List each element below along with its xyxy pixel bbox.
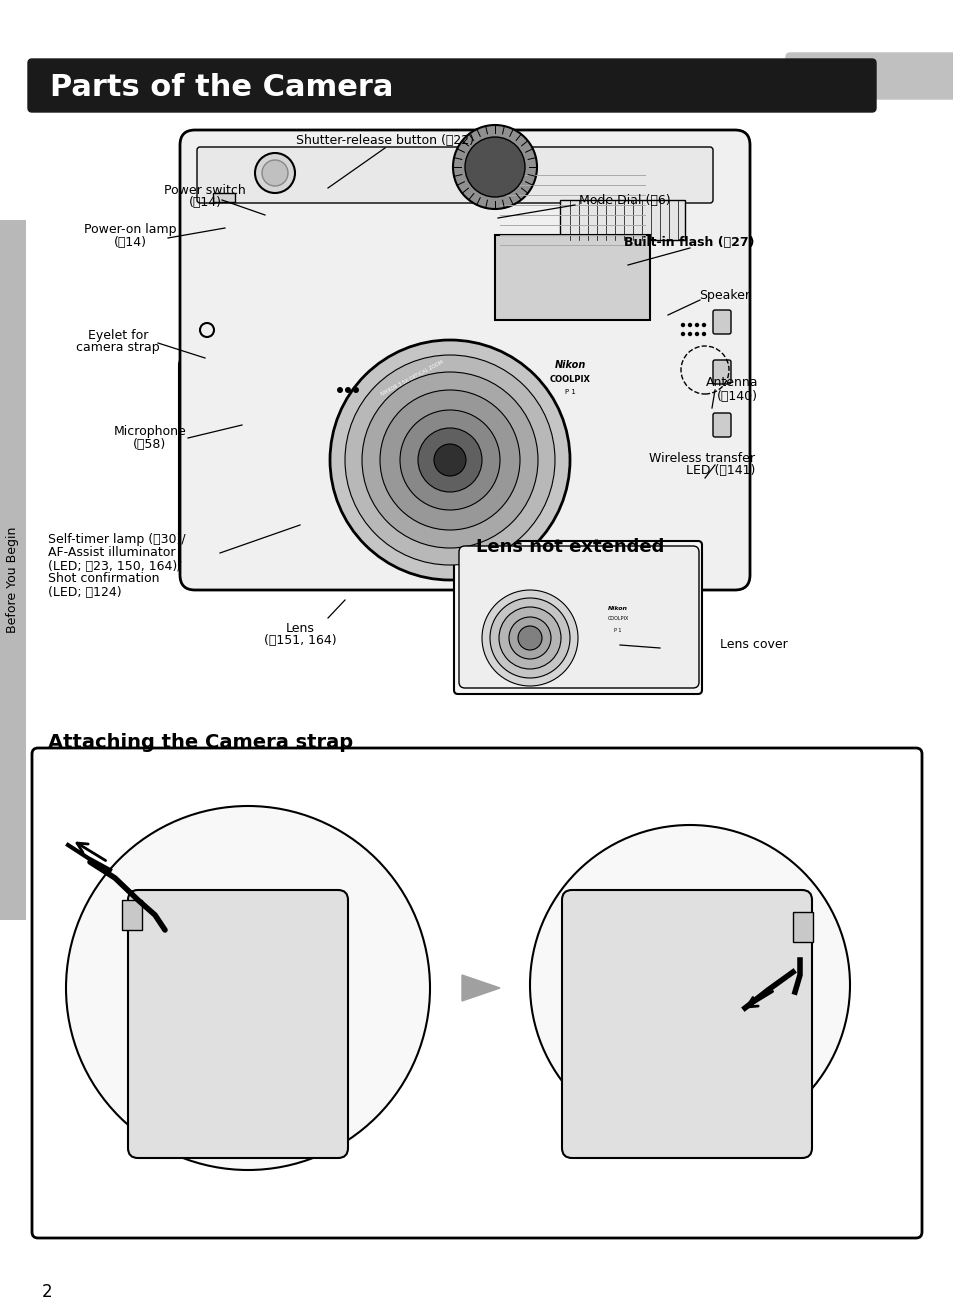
Text: P 1: P 1 — [564, 389, 575, 396]
Circle shape — [694, 332, 699, 336]
Circle shape — [361, 372, 537, 548]
Circle shape — [345, 355, 555, 565]
Text: Before You Begin: Before You Begin — [7, 527, 19, 633]
Text: Power-on lamp: Power-on lamp — [84, 223, 176, 237]
Circle shape — [490, 598, 569, 678]
FancyBboxPatch shape — [454, 541, 701, 694]
Text: (151, 164): (151, 164) — [263, 635, 336, 648]
FancyBboxPatch shape — [28, 59, 875, 112]
Circle shape — [262, 160, 288, 187]
Text: Mode Dial (6): Mode Dial (6) — [578, 193, 670, 206]
Bar — [792, 912, 812, 942]
Text: Self-timer lamp (30)/: Self-timer lamp (30)/ — [48, 533, 186, 547]
FancyBboxPatch shape — [785, 53, 953, 99]
Text: COOLPIX: COOLPIX — [607, 616, 628, 622]
Circle shape — [701, 323, 705, 327]
FancyBboxPatch shape — [32, 748, 921, 1238]
Text: (14): (14) — [113, 237, 147, 250]
Circle shape — [509, 618, 551, 660]
FancyBboxPatch shape — [196, 147, 712, 202]
Circle shape — [680, 323, 684, 327]
Circle shape — [517, 625, 541, 650]
Text: Power switch: Power switch — [164, 184, 246, 197]
Text: (140): (140) — [717, 389, 758, 402]
Text: (58): (58) — [133, 439, 167, 452]
Circle shape — [417, 428, 481, 491]
Bar — [213, 193, 234, 202]
Text: AF-Assist illuminator: AF-Assist illuminator — [48, 547, 175, 560]
Circle shape — [498, 607, 560, 669]
Circle shape — [254, 152, 294, 193]
FancyBboxPatch shape — [712, 310, 730, 334]
Text: Built-in flash (27): Built-in flash (27) — [624, 237, 754, 250]
FancyBboxPatch shape — [712, 360, 730, 384]
Text: Shutter-release button (22): Shutter-release button (22) — [295, 134, 474, 146]
Circle shape — [330, 340, 569, 579]
Text: (14): (14) — [189, 197, 221, 209]
Circle shape — [481, 590, 578, 686]
Text: Lens: Lens — [285, 622, 314, 635]
Text: P 1: P 1 — [614, 628, 621, 632]
FancyBboxPatch shape — [179, 357, 254, 573]
Text: (LED; 124): (LED; 124) — [48, 586, 121, 598]
Circle shape — [399, 410, 499, 510]
Text: LED (141): LED (141) — [685, 465, 754, 477]
Circle shape — [434, 444, 465, 476]
Circle shape — [464, 137, 524, 197]
FancyBboxPatch shape — [128, 890, 348, 1158]
FancyBboxPatch shape — [180, 130, 749, 590]
Circle shape — [694, 323, 699, 327]
Text: Lens cover: Lens cover — [720, 639, 787, 652]
Circle shape — [687, 323, 692, 327]
Text: Eyelet for: Eyelet for — [88, 328, 148, 342]
Text: COOLPIX: COOLPIX — [549, 374, 590, 384]
Text: (LED; 23, 150, 164)/: (LED; 23, 150, 164)/ — [48, 560, 181, 573]
Bar — [559, 200, 684, 240]
FancyBboxPatch shape — [458, 547, 699, 689]
Circle shape — [345, 388, 351, 393]
Circle shape — [66, 805, 430, 1169]
Text: Antenna: Antenna — [705, 377, 758, 389]
Circle shape — [701, 332, 705, 336]
Circle shape — [353, 388, 358, 393]
Bar — [0, 219, 26, 920]
FancyBboxPatch shape — [712, 413, 730, 438]
Circle shape — [379, 390, 519, 530]
FancyBboxPatch shape — [561, 890, 811, 1158]
Text: camera strap: camera strap — [76, 342, 160, 355]
Text: Wireless transfer: Wireless transfer — [648, 452, 754, 465]
Text: Attaching the Camera strap: Attaching the Camera strap — [48, 732, 353, 752]
Text: Speaker: Speaker — [699, 289, 749, 302]
Text: Lens not extended: Lens not extended — [476, 537, 663, 556]
Text: Nikon: Nikon — [554, 360, 585, 371]
Text: Microphone: Microphone — [113, 426, 186, 439]
Circle shape — [453, 125, 537, 209]
Circle shape — [680, 332, 684, 336]
Bar — [495, 235, 649, 321]
Text: Shot confirmation: Shot confirmation — [48, 573, 159, 586]
Text: Parts of the Camera: Parts of the Camera — [50, 72, 393, 101]
Circle shape — [336, 388, 343, 393]
Circle shape — [530, 825, 849, 1144]
Text: 2: 2 — [42, 1282, 52, 1301]
Bar — [122, 900, 142, 930]
Text: Nikon: Nikon — [607, 606, 627, 611]
Polygon shape — [461, 975, 499, 1001]
Text: NIKKOR 3.5X OPTICAL ZOOM: NIKKOR 3.5X OPTICAL ZOOM — [379, 359, 444, 397]
Circle shape — [687, 332, 692, 336]
